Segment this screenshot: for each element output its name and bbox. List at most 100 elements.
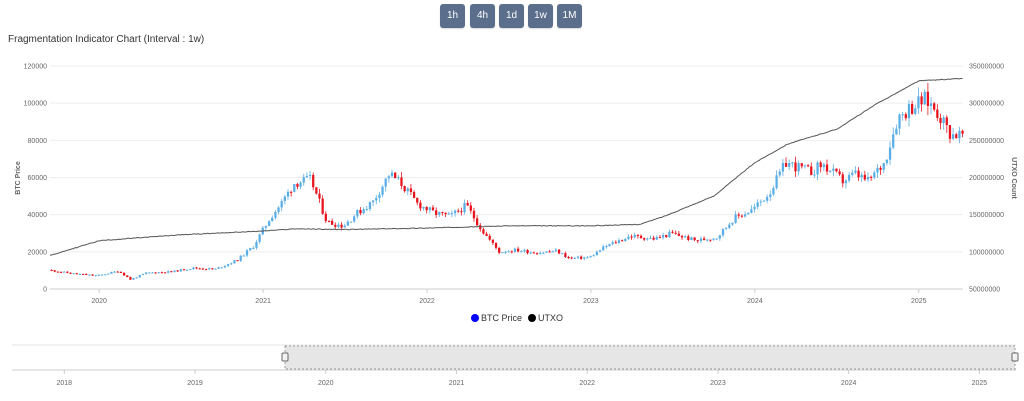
legend-item-utxo[interactable]: UTXO: [528, 313, 563, 323]
candle-body: [479, 225, 482, 230]
candle-body: [435, 210, 438, 215]
candle-body: [491, 239, 495, 243]
candle-body: [119, 271, 123, 273]
candle-body: [296, 183, 299, 187]
interval-1M-button[interactable]: 1M: [557, 4, 582, 28]
candle-body: [406, 188, 409, 192]
candle-body: [747, 212, 750, 215]
x-tick-label: 2020: [91, 298, 107, 305]
candle-body: [469, 205, 472, 211]
candle-body: [185, 269, 189, 271]
candle-body: [851, 172, 854, 175]
candle-body: [226, 264, 230, 266]
utxo-line: [49, 77, 963, 256]
candle-body: [888, 147, 892, 160]
candle-body: [403, 186, 406, 192]
candle-body: [312, 175, 315, 188]
candle-body: [59, 271, 63, 273]
candle-body: [362, 209, 365, 214]
candle-body: [63, 271, 66, 273]
candle-body: [806, 165, 810, 167]
y-axis-right: 50000000 100000000 150000000 200000000 25000…: [969, 64, 1004, 294]
candle-body: [267, 221, 271, 226]
candle-body: [110, 272, 113, 274]
candle-body: [532, 252, 535, 254]
candle-body: [378, 194, 381, 199]
candle-body: [516, 248, 520, 252]
legend-utxo-marker: [528, 314, 536, 322]
candle-body: [636, 234, 640, 236]
candle-body: [397, 177, 400, 179]
candle-body: [535, 253, 539, 255]
candle-body: [810, 166, 813, 176]
candle-body: [151, 272, 154, 274]
candle-body: [539, 253, 542, 255]
candle-body: [283, 196, 286, 202]
candle-body: [696, 240, 699, 242]
candle-body: [220, 267, 223, 269]
navigator-selected-range[interactable]: [284, 345, 1016, 370]
navigator-right-handle[interactable]: [1011, 352, 1019, 362]
candle-body: [794, 162, 797, 172]
candle-body: [441, 211, 444, 213]
candle-body: [857, 170, 860, 178]
y-left-tick-label: 60000: [28, 175, 48, 182]
x-tick-label: 2025: [911, 298, 927, 305]
navigator-tick-label: 2020: [318, 380, 334, 387]
candle-body: [394, 172, 397, 179]
candle-body: [482, 229, 485, 234]
candle-body: [75, 273, 78, 275]
candle-body: [293, 183, 296, 192]
candle-body: [816, 162, 819, 175]
candle-body: [658, 237, 662, 239]
candle-body: [885, 159, 889, 164]
candle-body: [334, 224, 337, 227]
candle-body: [649, 237, 652, 239]
candle-body: [182, 269, 186, 271]
candle-body: [384, 178, 387, 187]
candle-body: [671, 231, 674, 233]
candle-body: [791, 162, 794, 164]
candle-body: [56, 271, 60, 273]
candle-body: [245, 250, 249, 256]
candle-body: [910, 104, 914, 114]
candle-body: [870, 176, 873, 178]
candle-body: [860, 174, 863, 178]
interval-1d-button[interactable]: 1d: [499, 4, 524, 28]
candle-body: [769, 194, 772, 197]
interval-4h-button[interactable]: 4h: [470, 4, 495, 28]
candle-body: [838, 171, 841, 175]
interval-1h-button[interactable]: 1h: [440, 4, 465, 28]
y-axis-right-title: UTXO Count: [1010, 157, 1017, 199]
legend-utxo-label: UTXO: [538, 313, 563, 323]
candle-body: [523, 250, 526, 252]
candle-body: [387, 176, 390, 179]
interval-1w-button[interactable]: 1w: [528, 4, 553, 28]
candle-body: [901, 114, 904, 116]
candle-body: [715, 238, 718, 240]
legend-item-btc-price[interactable]: BTC Price: [471, 313, 522, 323]
candle-body: [699, 238, 703, 241]
candle-body: [529, 252, 532, 254]
candle-body: [854, 170, 857, 173]
navigator-left-handle[interactable]: [281, 352, 289, 362]
candle-body: [920, 96, 923, 105]
candle-body: [94, 275, 97, 277]
candle-body: [242, 255, 245, 257]
candle-body: [167, 271, 170, 273]
candle-body: [135, 277, 138, 279]
navigator-tick-label: 2019: [187, 380, 203, 387]
candle-body: [78, 273, 82, 275]
candle-body: [419, 202, 422, 209]
x-axis: 2020 2021 2022 2023 2024 2025: [50, 288, 963, 305]
navigator-x-axis: 2018 2019 2020 2021 2022 2023 2024 2025: [57, 370, 987, 387]
candle-body: [728, 224, 731, 228]
candle-body: [255, 241, 258, 248]
candle-body: [428, 207, 431, 211]
candle-body: [305, 175, 309, 178]
candle-body: [211, 268, 214, 270]
candle-body: [951, 134, 955, 139]
candle-body: [835, 168, 838, 172]
y-right-tick-label: 150000000: [969, 212, 1004, 219]
